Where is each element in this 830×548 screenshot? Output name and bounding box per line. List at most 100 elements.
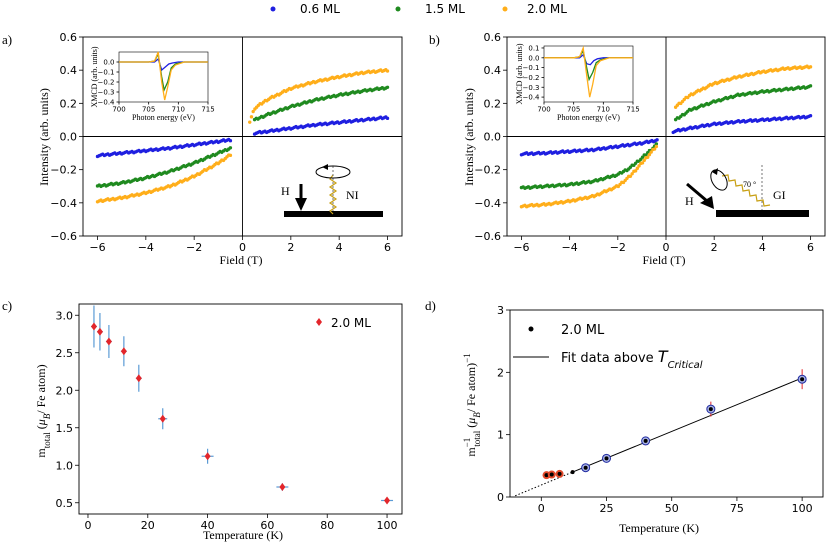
a-inset-xtick-label-2: 710 <box>172 106 185 114</box>
top-legend: 0.6 ML 1.5 ML 2.0 ML <box>270 2 567 16</box>
panel-d-chart: d) 0 25 50 75 100 0 1 2 3 Temperature (K) m−1tot… <box>425 298 824 535</box>
b-ytick-label-2: −0.2 <box>474 164 501 177</box>
b-inset-ytick-label-5: −0.4 <box>523 94 541 102</box>
c-xtick-label-5: 100 <box>377 519 398 532</box>
panel-b-label: b) <box>429 32 440 47</box>
legend-label-0-6ml: 0.6 ML <box>300 2 340 16</box>
d-point <box>549 472 554 477</box>
c-point <box>279 483 286 491</box>
panel-d-legend-fit-label: Fit data above TCritical <box>561 347 703 371</box>
b-ytick-label-6: 0.6 <box>484 31 502 44</box>
c-xtick-label-1: 20 <box>141 519 155 532</box>
gi-geometry-label: GI <box>773 188 786 202</box>
d-xtick-label-2: 50 <box>665 502 679 515</box>
b-point <box>649 150 653 154</box>
b-point <box>630 172 634 176</box>
a-ytick-label-3: 0.0 <box>60 131 78 144</box>
b-xtick-label-1: −4 <box>562 241 578 254</box>
ni-polarization-arrow <box>322 164 328 170</box>
c-point <box>105 337 112 346</box>
panel-c-chart: c) 0 20 40 60 80 100 0.5 1.0 1.5 2.0 2.5 3.0 Temper… <box>2 298 403 542</box>
b-inset-frame <box>543 45 634 103</box>
d-xtick-label-0: 0 <box>538 502 545 515</box>
b-series-1 <box>519 84 813 190</box>
panel-b-ylabel: Intensity (arb. units) <box>462 88 476 186</box>
d-xtick-label-1: 25 <box>600 502 614 515</box>
b-point <box>635 166 640 171</box>
d-xtick-label-4: 100 <box>792 502 813 515</box>
panel-d-legend-points-marker <box>528 326 534 332</box>
panel-c-legend-marker <box>316 318 322 326</box>
a-point <box>249 115 254 119</box>
ni-field-label: H <box>281 184 290 198</box>
b-ytick-label-4: 0.2 <box>484 97 502 110</box>
b-ytick-label-1: −0.4 <box>474 197 501 210</box>
a-inset-ytick-label-2: −0.2 <box>98 79 115 87</box>
a-point <box>228 146 233 150</box>
panel-c-xlabel: Temperature (K) <box>203 528 283 542</box>
a-ytick-label-6: 0.6 <box>60 31 78 44</box>
legend-marker-0-6ml <box>270 6 276 12</box>
a-ytick-label-4: 0.2 <box>60 97 78 110</box>
d-ytick-label-1: 1 <box>497 429 504 442</box>
legend-label-2-0ml: 2.0 ML <box>527 2 567 16</box>
d-point <box>544 473 549 478</box>
a-point <box>248 120 252 124</box>
c-point <box>204 452 211 461</box>
d-ytick-label-0: 0 <box>497 491 504 504</box>
a-inset-ytick-label-3: −0.3 <box>98 89 115 97</box>
b-point <box>637 164 641 168</box>
c-xtick-label-3: 60 <box>260 519 274 532</box>
d-xtick-label-3: 75 <box>730 502 744 515</box>
panel-b-plot-area: −6 −4 −2 0 2 4 6 −0.6 −0.4 −0.2 0.0 0.2 0.4 0.6 <box>474 31 826 254</box>
a-inset-xtick-label-1: 705 <box>142 106 155 114</box>
a-ytick-label-0: −0.6 <box>50 230 77 243</box>
a-inset-xtick-label-0: 700 <box>112 106 125 114</box>
b-point <box>655 138 659 142</box>
b-point <box>628 174 633 178</box>
panel-b-inset: 700 705 710 715 0.1 0.0 −0.1 −0.2 −0.3 −0.4 Photon… <box>515 43 640 122</box>
a-xtick-label-0: −6 <box>89 241 105 254</box>
ni-photon-beam <box>328 174 338 215</box>
b-xtick-label-4: 2 <box>711 241 718 254</box>
legend-label-1-5ml: 1.5 ML <box>425 2 465 16</box>
panel-c-plot-area: 0 20 40 60 80 100 0.5 1.0 1.5 2.0 2.5 3.0 <box>56 303 403 532</box>
panel-d-label: d) <box>425 298 436 313</box>
b-inset-ylabel: XMCD (arb. units) <box>515 43 524 104</box>
c-ytick-label-4: 2.5 <box>56 347 74 360</box>
legend-marker-2-0ml <box>502 6 508 12</box>
b-xtick-label-5: 4 <box>759 241 766 254</box>
a-inset-xlabel: Photon energy (eV) <box>132 113 195 122</box>
legend-marker-1-5ml <box>395 6 401 12</box>
a-series-0 <box>95 115 390 159</box>
b-inset-xlabel: Photon energy (eV) <box>557 113 620 122</box>
a-ytick-label-1: −0.4 <box>50 197 77 210</box>
b-ytick-label-5: 0.4 <box>484 64 502 77</box>
gi-field-arrow-head <box>700 196 714 209</box>
b-point <box>654 144 659 149</box>
panel-c-legend-label: 2.0 ML <box>331 316 371 330</box>
b-inset-series-2 <box>544 45 633 98</box>
c-point <box>135 374 142 383</box>
ni-geometry-label: NI <box>346 188 359 202</box>
panel-d-legend-points-label: 2.0 ML <box>561 323 605 338</box>
c-xtick-label-2: 40 <box>201 519 215 532</box>
a-inset-ytick-label-0: 0.0 <box>103 59 114 67</box>
c-xtick-label-0: 0 <box>84 519 91 532</box>
panel-c-ylabel: mtotal (μB/ Fe atom) <box>34 364 52 457</box>
a-xtick-label-1: −4 <box>138 241 154 254</box>
d-frame <box>509 309 824 498</box>
b-point <box>633 169 638 173</box>
ni-field-arrow-head <box>295 198 307 211</box>
panel-d-legend: 2.0 ML Fit data above TCritical <box>513 323 703 371</box>
b-xtick-label-2: −2 <box>610 241 626 254</box>
b-point <box>646 155 650 159</box>
a-inset-ytick-label-1: −0.1 <box>98 69 115 77</box>
b-inset-ytick-label-0: 0.1 <box>528 44 539 52</box>
b-inset-ytick-label-3: −0.2 <box>523 74 540 82</box>
panel-c-label: c) <box>2 298 12 313</box>
b-inset-xtick-label-3: 715 <box>626 106 639 114</box>
d-point <box>583 465 588 470</box>
a-point <box>385 85 390 89</box>
